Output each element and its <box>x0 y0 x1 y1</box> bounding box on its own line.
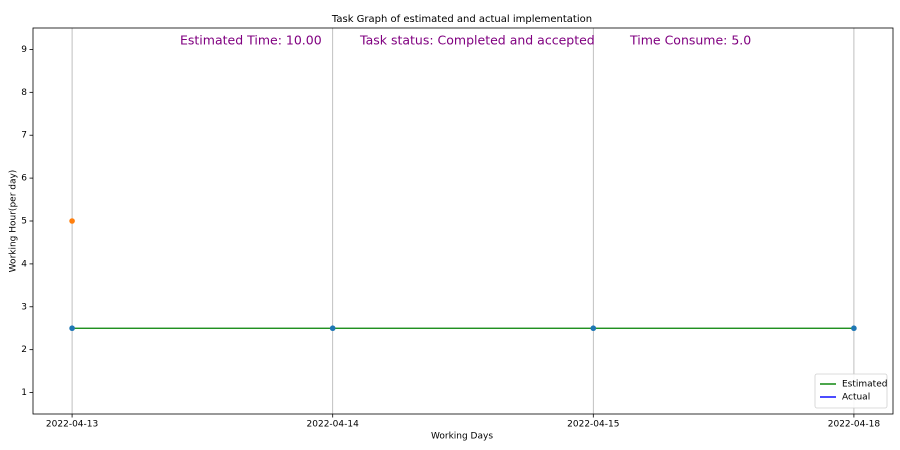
x-axis-label: Working Days <box>431 432 493 442</box>
x-tick-label: 2022-04-14 <box>307 420 360 430</box>
legend-label: Estimated <box>842 380 887 390</box>
y-tick-label: 4 <box>21 259 27 269</box>
annotation: Time Consume: 5.0 <box>629 33 751 48</box>
legend-label: Actual <box>842 393 870 403</box>
data-point <box>590 325 597 332</box>
chart-title: Task Graph of estimated and actual imple… <box>331 14 592 25</box>
y-tick-label: 9 <box>21 45 27 55</box>
legend-box <box>814 373 888 409</box>
data-point <box>69 325 75 332</box>
y-tick-label: 1 <box>21 388 27 398</box>
data-point <box>69 218 75 224</box>
plot-frame <box>32 27 894 415</box>
y-tick-label: 8 <box>21 88 27 98</box>
x-tick-label: 2022-04-13 <box>46 420 98 430</box>
data-point <box>329 325 336 332</box>
data-point <box>851 325 857 332</box>
y-axis-label: Working Hour(per day) <box>9 170 19 273</box>
x-tick-label: 2022-04-15 <box>567 420 619 430</box>
y-tick-label: 3 <box>21 302 27 312</box>
y-tick-label: 2 <box>21 345 27 355</box>
y-tick-label: 5 <box>21 217 27 227</box>
annotation: Estimated Time: 10.00 <box>180 33 322 48</box>
y-tick-label: 6 <box>21 174 27 184</box>
annotation: Task status: Completed and accepted <box>359 33 595 48</box>
x-tick-label: 2022-04-18 <box>828 420 881 430</box>
y-tick-label: 7 <box>21 131 27 141</box>
